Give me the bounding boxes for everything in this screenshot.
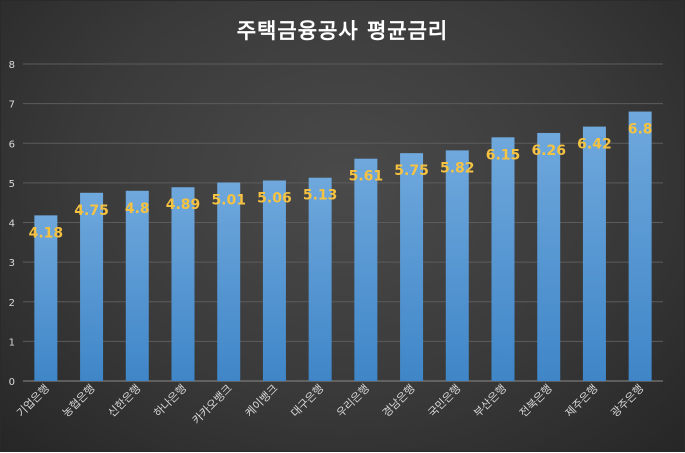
bar xyxy=(354,158,378,381)
y-tick-label: 7 xyxy=(9,100,15,111)
x-tick-label: 기업은행 xyxy=(14,382,52,420)
bar xyxy=(262,180,286,381)
x-tick-label: 광주은행 xyxy=(608,382,646,420)
bar xyxy=(628,111,652,382)
x-tick-label: 케이뱅크 xyxy=(243,382,281,420)
data-label: 4.8 xyxy=(125,201,150,217)
bar xyxy=(80,192,104,381)
bar xyxy=(125,190,149,381)
data-label: 5.06 xyxy=(257,190,292,206)
y-tick-label: 3 xyxy=(9,258,15,269)
chart-title: 주택금융공사 평균금리 xyxy=(236,19,449,43)
x-tick-label: 우리은행 xyxy=(334,382,372,420)
bar xyxy=(34,215,58,381)
y-tick-label: 8 xyxy=(9,60,15,71)
data-label: 5.13 xyxy=(303,188,338,204)
x-tick-label: 국민은행 xyxy=(426,382,464,420)
bar xyxy=(582,126,606,381)
bar xyxy=(217,182,241,381)
data-label: 4.75 xyxy=(74,203,109,219)
x-tick-label: 농협은행 xyxy=(60,382,98,420)
data-label: 5.61 xyxy=(349,169,384,185)
data-label: 5.75 xyxy=(394,163,429,179)
data-label: 5.01 xyxy=(211,192,246,208)
y-tick-label: 0 xyxy=(9,377,15,388)
x-tick-label: 경남은행 xyxy=(380,382,418,420)
y-tick-label: 1 xyxy=(9,337,15,348)
y-tick-label: 4 xyxy=(9,219,15,230)
x-tick-label: 신한은행 xyxy=(106,382,144,420)
bar xyxy=(537,132,561,381)
x-tick-label: 부산은행 xyxy=(471,382,509,420)
data-label: 6.15 xyxy=(486,147,521,163)
x-tick-label: 하나은행 xyxy=(151,381,190,420)
bar xyxy=(171,187,195,381)
data-label: 5.82 xyxy=(440,160,475,176)
x-tick-label: 카카오뱅크 xyxy=(190,382,235,427)
bar xyxy=(491,137,515,381)
x-tick-label: 전북은행 xyxy=(517,382,555,420)
bar xyxy=(308,177,332,381)
y-tick-label: 2 xyxy=(9,298,15,309)
data-label: 4.89 xyxy=(166,197,201,213)
data-label: 6.42 xyxy=(577,137,612,153)
y-tick-label: 6 xyxy=(9,139,15,150)
data-label: 6.26 xyxy=(531,143,566,159)
bar xyxy=(445,150,469,381)
x-tick-label: 제주은행 xyxy=(563,382,601,420)
x-tick-label: 대구은행 xyxy=(288,382,326,420)
data-label: 4.18 xyxy=(29,225,64,241)
bar xyxy=(400,153,424,381)
data-label: 6.8 xyxy=(628,122,653,138)
y-tick-label: 5 xyxy=(9,179,15,190)
